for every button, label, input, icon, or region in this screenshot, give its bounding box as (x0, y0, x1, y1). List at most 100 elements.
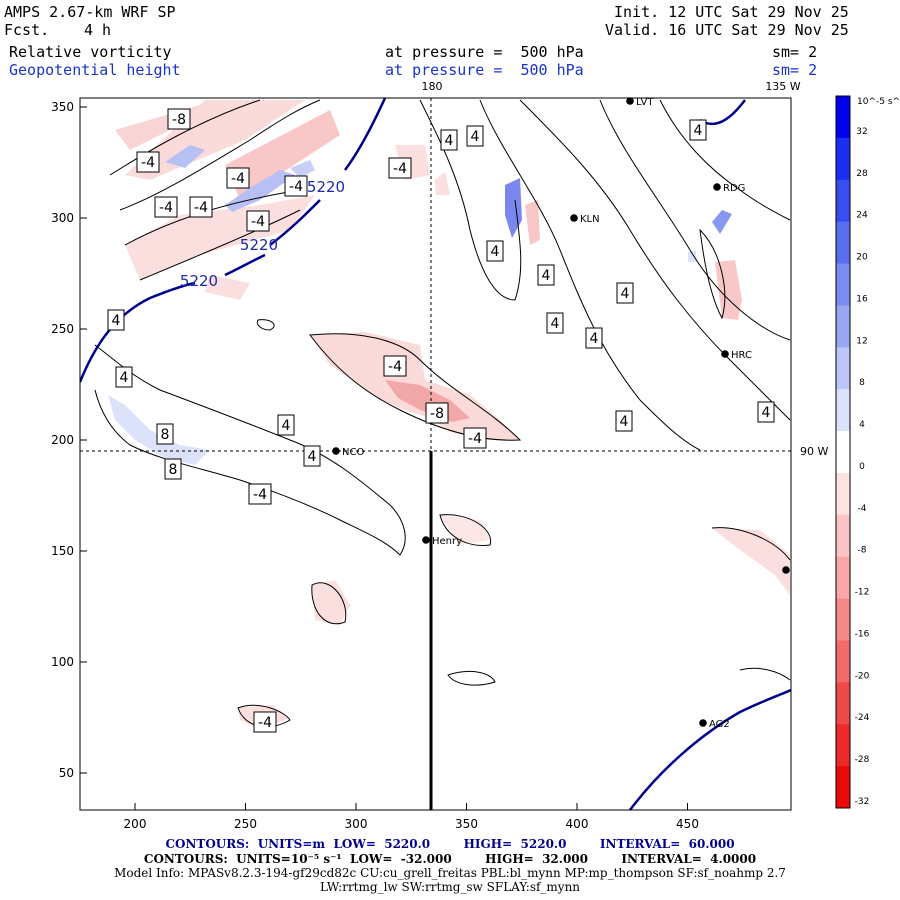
station-dot (422, 536, 430, 544)
svg-text:-4: -4 (289, 179, 303, 195)
vorticity-contour-high: HIGH= 32.000 (485, 852, 588, 866)
x-tick-label: 200 (124, 817, 147, 831)
colorbar-level-label: 12 (856, 336, 867, 346)
colorbar-swatch (836, 96, 850, 139)
y-tick-label: 100 (51, 655, 74, 669)
lon-label-180: 180 (422, 80, 443, 93)
station-label: HRC (731, 350, 752, 361)
valid-time: Valid. 16 UTC Sat 29 Nov 25 (605, 21, 849, 39)
station-markers: LVT RDG KLN HRC NCO Henry AG2 (332, 97, 790, 730)
svg-text:8: 8 (161, 427, 170, 443)
station-label: KLN (580, 214, 600, 225)
x-tick-label: 250 (234, 817, 257, 831)
forecast-label: Fcst. (4, 21, 50, 39)
colorbar-swatch (836, 766, 850, 809)
y-tick-label: 300 (51, 211, 74, 225)
y-tick-label: 150 (51, 544, 74, 558)
colorbar-frame (835, 95, 851, 809)
height-contours (80, 98, 791, 810)
svg-text:-4: -4 (194, 200, 208, 216)
colorbar-swatch (836, 514, 850, 558)
colorbar-level-label: -28 (855, 755, 870, 765)
colorbar-swatch (836, 682, 850, 725)
colorbar-level-label: -32 (855, 797, 870, 807)
vorticity-contour-label: -4 (463, 427, 487, 449)
colorbar-level-label: 20 (856, 253, 868, 263)
colorbar-level-label: 16 (856, 294, 868, 304)
svg-text:-8: -8 (172, 112, 186, 128)
colorbar-swatch (836, 305, 850, 348)
svg-text:4: 4 (590, 331, 599, 347)
vorticity-contour-label: 8 (156, 423, 174, 445)
svg-text:-4: -4 (253, 487, 267, 503)
vorticity-contour-label: -4 (136, 151, 160, 173)
station-dot (713, 183, 721, 191)
svg-text:4: 4 (282, 418, 291, 434)
colorbar-swatch (836, 389, 850, 432)
vorticity-contour-interval: INTERVAL= 4.0000 (621, 852, 757, 866)
x-tick-label: 400 (566, 817, 589, 831)
colorbar-level-label: 4 (859, 420, 865, 430)
vorticity-contour-label: -4 (154, 196, 178, 218)
init-time: Init. 12 UTC Sat 29 Nov 25 (614, 3, 849, 21)
station-label: NCO (342, 447, 364, 458)
field1-name: Relative vorticity (9, 43, 172, 61)
vorticity-contour-units: CONTOURS: UNITS=10⁻⁵ s⁻¹ LOW= -32.000 (143, 852, 452, 866)
colorbar-swatch (836, 431, 850, 474)
station-hrc: HRC (721, 350, 752, 361)
colorbar-swatch (836, 179, 850, 223)
colorbar-level-label: -16 (855, 629, 870, 639)
colorbar-level-label: 24 (856, 211, 868, 221)
svg-text:4: 4 (542, 268, 551, 284)
model-info-line-2: LW:rrtmg_lw SW:rrtmg_sw SFLAY:sf_mynn (319, 880, 581, 894)
station-dot (332, 447, 340, 455)
colorbar-level-label: 32 (856, 127, 867, 137)
station-dot (782, 566, 790, 574)
lon-label-90w: 90 W (800, 445, 828, 458)
plot-frame (79, 97, 792, 811)
field2-level: at pressure = 500 hPa (385, 61, 584, 79)
vorticity-contour-label: 4 (115, 366, 133, 388)
colorbar-swatch (836, 640, 850, 683)
colorbar-swatch (836, 137, 850, 181)
svg-text:-4: -4 (468, 431, 482, 447)
vorticity-shading (108, 100, 790, 730)
field2-name: Geopotential height (9, 61, 181, 79)
station-rdg: RDG (713, 183, 745, 194)
vorticity-contour-label: -8 (167, 108, 191, 130)
svg-text:4: 4 (694, 123, 703, 139)
height-contour-label: 5220 (307, 178, 345, 196)
svg-text:4: 4 (308, 449, 317, 465)
field1-smoothing: sm= 2 (772, 43, 818, 61)
vorticity-contour-label: -4 (246, 210, 270, 232)
height-contour-info: CONTOURS: UNITS=m LOW= 5220.0 HIGH= 5220… (0, 837, 900, 851)
vorticity-contour-label: -8 (425, 402, 449, 424)
vorticity-contour-label: 4 (615, 410, 633, 432)
vorticity-contour-label: 4 (585, 327, 603, 349)
vorticity-contour-label: -4 (189, 196, 213, 218)
svg-text:4: 4 (120, 370, 129, 386)
station-ag2: AG2 (699, 719, 730, 730)
field2-smoothing: sm= 2 (772, 61, 818, 79)
colorbar-swatch (836, 263, 850, 306)
forecast-value: 4 h (84, 21, 112, 39)
station-nco: NCO (332, 447, 364, 458)
svg-text:8: 8 (169, 462, 178, 478)
x-tick-label: 450 (676, 817, 699, 831)
vorticity-contour-label: 4 (616, 282, 634, 304)
y-tick-label: 50 (59, 766, 74, 780)
station-dot (570, 214, 578, 222)
station-label: LVT (636, 97, 654, 108)
colorbar-level-label: 8 (859, 378, 865, 388)
height-contour-units: CONTOURS: UNITS=m LOW= 5220.0 (165, 837, 431, 851)
vorticity-contour-label: 4 (107, 309, 125, 331)
station-dot (626, 97, 634, 105)
colorbar-level-label: -20 (855, 671, 870, 681)
station-label: RDG (723, 183, 745, 194)
model-info-line: Model Info: MPASv8.2.3-194-gf29cd82c CU:… (114, 866, 786, 880)
vorticity-contour-label: -4 (383, 355, 407, 377)
model-title: AMPS 2.67-km WRF SP (4, 3, 176, 21)
svg-text:4: 4 (551, 316, 560, 332)
vorticity-contour-label: -4 (248, 483, 272, 505)
